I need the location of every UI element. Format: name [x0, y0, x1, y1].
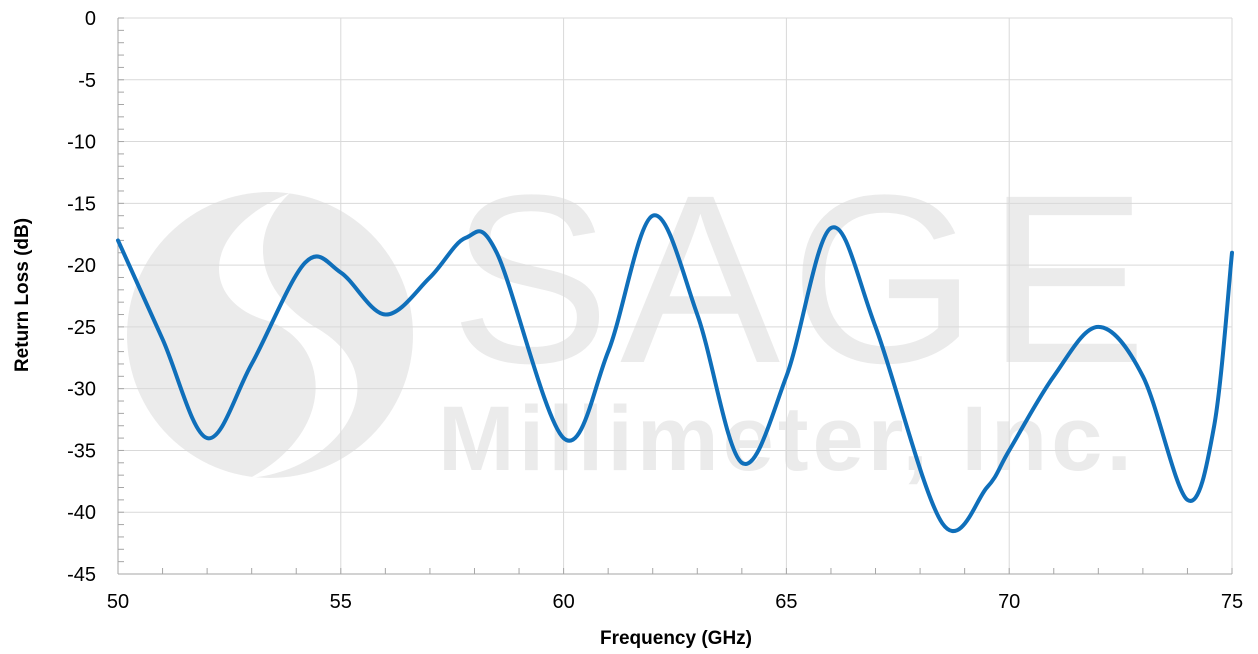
y-tick-label: -25 — [67, 317, 96, 339]
y-tick-label: -30 — [67, 379, 96, 401]
y-tick-label: -15 — [67, 193, 96, 215]
tick-labels: 0 -5 -10 -15 -20 -25 -30 -35 -40 -45 50 55 60 65 70 75 — [67, 8, 1243, 613]
watermark-subtitle: Millimeter, Inc. — [438, 388, 1136, 490]
series — [116, 213, 1234, 533]
x-axis-title: Frequency (GHz) — [600, 628, 752, 649]
x-tick-label: 60 — [552, 591, 574, 613]
x-tick-label: 75 — [1221, 591, 1243, 613]
series-line — [116, 213, 1234, 533]
watermark: SAGE Millimeter, Inc. — [127, 145, 1157, 490]
y-tick-label: -10 — [67, 132, 96, 154]
y-tick-label: -35 — [67, 440, 96, 462]
x-tick-label: 50 — [107, 591, 129, 613]
watermark-logo-swirl — [218, 193, 358, 478]
watermark-logo-circle — [127, 192, 413, 478]
y-tick-label: 0 — [85, 8, 96, 30]
y-tick-label: -5 — [78, 70, 96, 92]
axes — [117, 17, 1233, 575]
y-tick-label: -45 — [67, 564, 96, 586]
watermark-word: SAGE — [450, 145, 1157, 413]
y-tick-label: -20 — [67, 255, 96, 277]
y-tick-label: -40 — [67, 502, 96, 524]
x-tick-label: 70 — [998, 591, 1020, 613]
x-tick-label: 55 — [330, 591, 352, 613]
y-axis-title: Return Loss (dB) — [12, 218, 33, 372]
x-tick-label: 65 — [775, 591, 797, 613]
